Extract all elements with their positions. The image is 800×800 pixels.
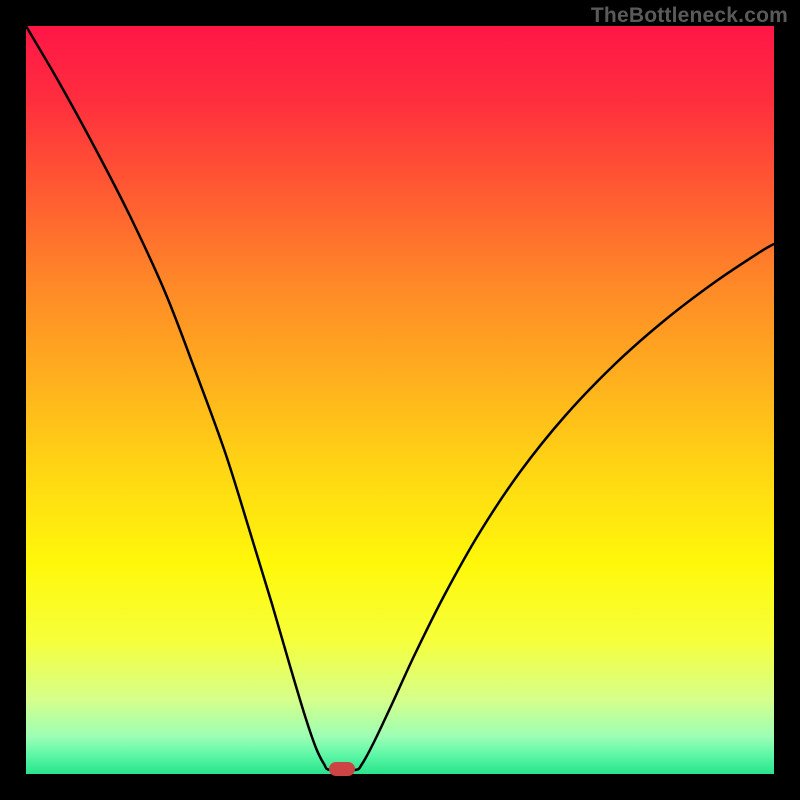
chart-svg [0, 0, 800, 800]
chart-background [26, 26, 774, 774]
optimal-point-marker [329, 762, 355, 776]
bottleneck-chart: TheBottleneck.com [0, 0, 800, 800]
watermark-text: TheBottleneck.com [591, 4, 788, 28]
